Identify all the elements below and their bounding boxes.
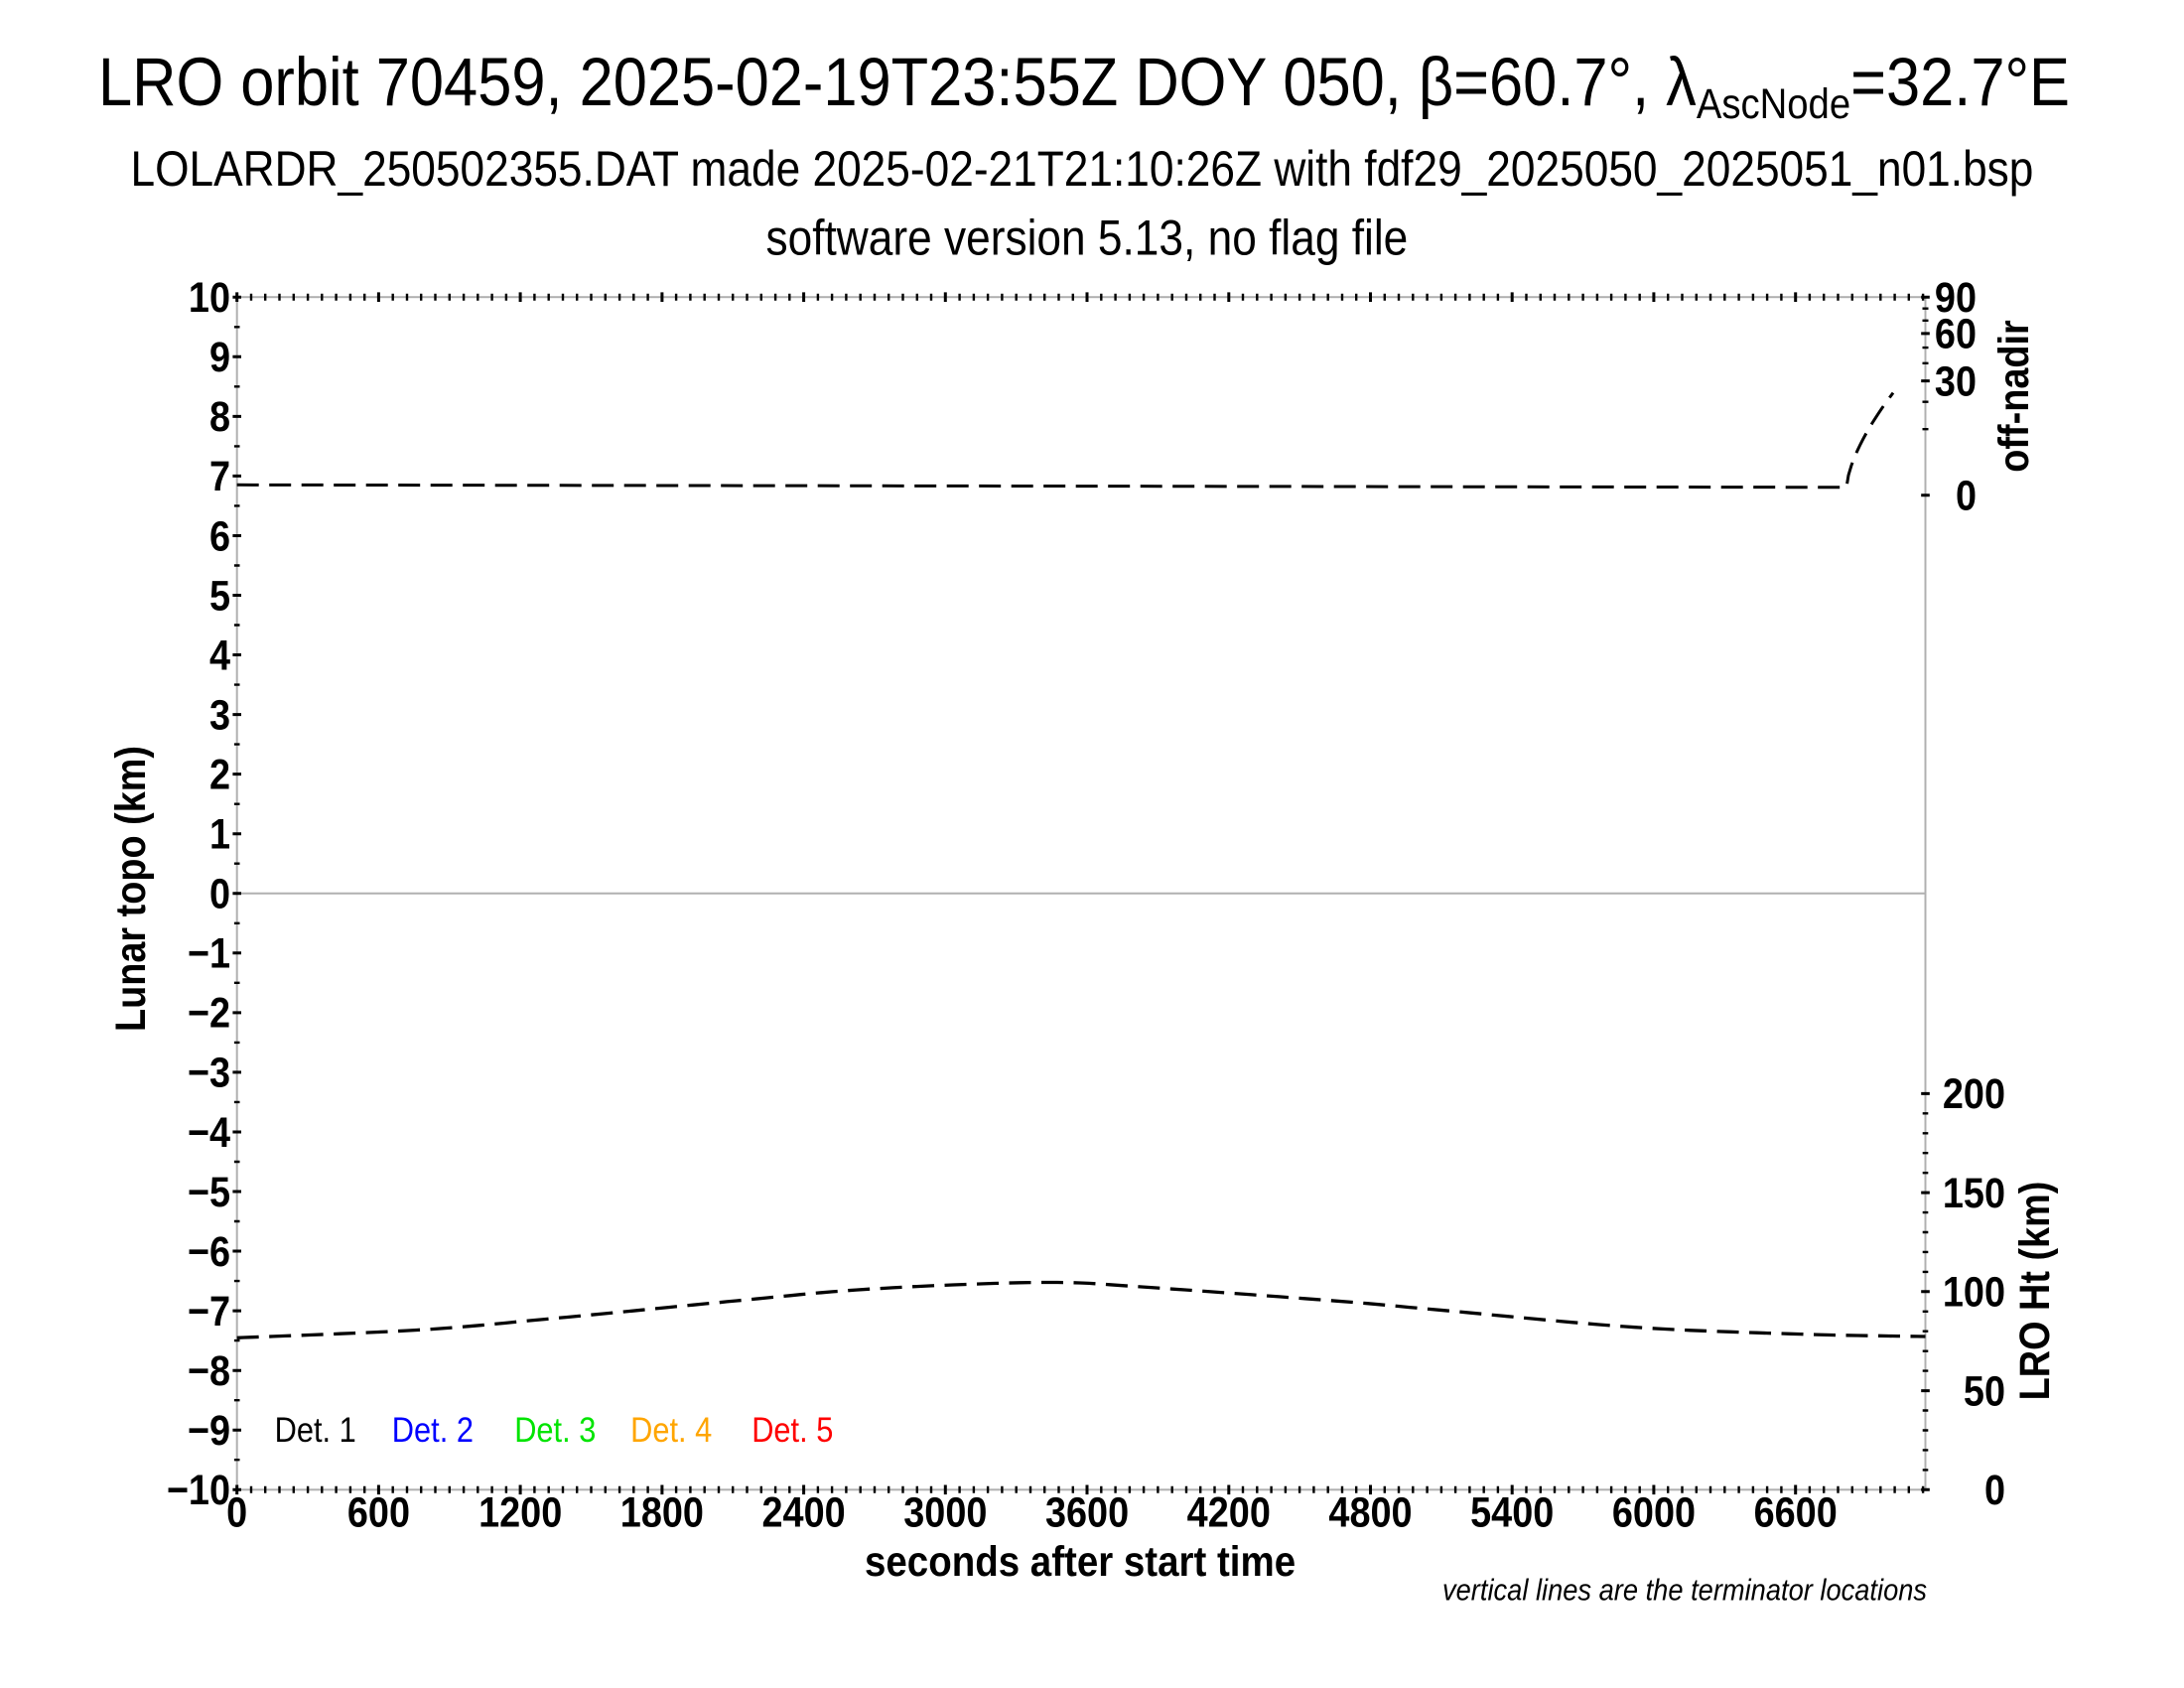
svg-text:0: 0 [1956,471,1977,519]
svg-text:−6: −6 [188,1227,230,1276]
svg-text:7: 7 [209,452,230,500]
svg-text:Det. 4: Det. 4 [630,1410,712,1449]
svg-text:0: 0 [209,869,230,917]
svg-text:9: 9 [209,333,230,381]
svg-text:−5: −5 [188,1168,230,1216]
svg-text:Det. 2: Det. 2 [392,1410,474,1449]
svg-text:−7: −7 [188,1287,230,1336]
svg-text:−4: −4 [188,1107,231,1156]
svg-text:3600: 3600 [1045,1487,1129,1536]
svg-text:Det. 5: Det. 5 [751,1410,833,1449]
svg-text:LRO orbit 70459, 2025-02-19T23: LRO orbit 70459, 2025-02-19T23:55Z DOY 0… [98,44,2070,128]
svg-text:1: 1 [209,809,230,858]
svg-text:100: 100 [1943,1267,2005,1316]
svg-text:3: 3 [209,690,230,739]
svg-text:90: 90 [1935,273,1977,322]
svg-text:4200: 4200 [1187,1487,1271,1536]
svg-text:−10: −10 [167,1466,230,1514]
svg-text:8: 8 [209,392,230,441]
svg-text:3000: 3000 [903,1487,987,1536]
svg-text:−8: −8 [188,1346,230,1395]
svg-text:Det. 1: Det. 1 [275,1410,356,1449]
svg-text:−3: −3 [188,1048,230,1096]
svg-text:50: 50 [1964,1366,2005,1415]
svg-text:Det. 3: Det. 3 [514,1410,596,1449]
svg-text:Lunar topo (km): Lunar topo (km) [106,746,155,1032]
svg-text:10: 10 [189,273,230,322]
svg-text:vertical lines are the termina: vertical lines are the terminator locati… [1442,1574,1927,1608]
svg-text:200: 200 [1943,1069,2005,1118]
svg-text:6600: 6600 [1754,1487,1838,1536]
svg-text:2: 2 [209,750,230,798]
svg-text:6000: 6000 [1612,1487,1696,1536]
svg-text:software version 5.13, no flag: software version 5.13, no flag file [766,211,1409,266]
svg-text:600: 600 [347,1487,410,1536]
svg-text:150: 150 [1943,1169,2005,1217]
svg-text:6: 6 [209,511,230,560]
svg-text:0: 0 [1984,1466,2005,1514]
svg-text:5: 5 [209,571,230,620]
svg-text:−1: −1 [188,928,230,977]
svg-text:60: 60 [1935,309,1977,357]
svg-text:−2: −2 [188,988,230,1037]
svg-text:LRO Ht (km): LRO Ht (km) [2010,1182,2059,1401]
svg-text:seconds after start time: seconds after start time [865,1537,1296,1585]
svg-text:30: 30 [1935,356,1977,405]
svg-text:1200: 1200 [478,1487,562,1536]
svg-text:2400: 2400 [762,1487,846,1536]
svg-text:1800: 1800 [620,1487,704,1536]
svg-text:−9: −9 [188,1406,230,1455]
svg-text:4: 4 [209,631,230,679]
svg-text:0: 0 [226,1487,247,1536]
svg-text:5400: 5400 [1470,1487,1554,1536]
svg-text:off-nadir: off-nadir [1989,320,2038,473]
svg-text:4800: 4800 [1328,1487,1412,1536]
svg-text:LOLARDR_250502355.DAT made 202: LOLARDR_250502355.DAT made 2025-02-21T21… [131,142,2034,198]
